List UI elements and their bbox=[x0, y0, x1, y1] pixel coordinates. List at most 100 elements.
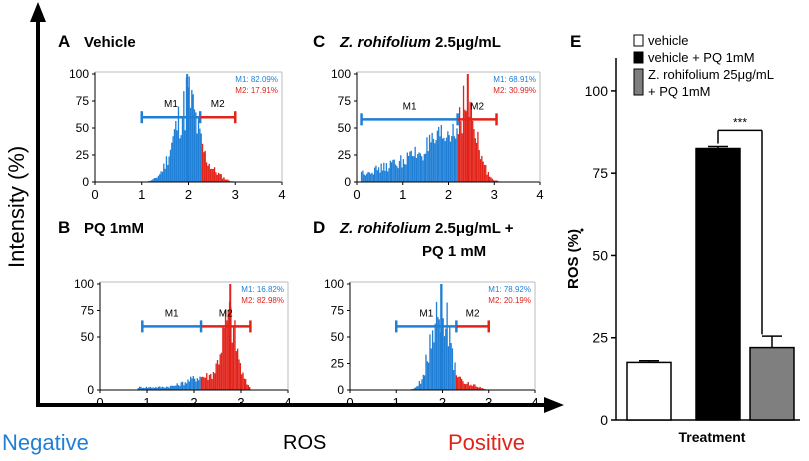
histogram-bin-d bbox=[445, 328, 447, 390]
panel-a-title: Vehicle bbox=[84, 34, 136, 51]
histogram-bin-c bbox=[447, 131, 449, 182]
histogram-bin-c bbox=[428, 134, 431, 182]
stat-m2-c: M2: 30.99% bbox=[493, 86, 536, 95]
histogram-bin-c bbox=[482, 161, 484, 182]
histogram-bin-c bbox=[366, 173, 368, 182]
histogram-y-tick-label-c: 25 bbox=[338, 148, 352, 162]
histogram-bin-d bbox=[435, 301, 438, 390]
histogram-bin-b bbox=[214, 373, 216, 390]
histogram-bin-c bbox=[411, 155, 414, 182]
histogram-bin-d bbox=[463, 383, 465, 390]
histogram-bin-c bbox=[469, 101, 471, 182]
histogram-x-tick-label-c: 3 bbox=[491, 187, 498, 202]
histogram-bin-d bbox=[458, 376, 460, 390]
histogram-bin-d bbox=[479, 386, 481, 390]
legend-label-3: Z. rohifolium 25μg/mL bbox=[648, 67, 774, 82]
histogram-bin-d bbox=[482, 388, 484, 390]
histogram-bin-b bbox=[167, 386, 169, 390]
histogram-y-tick-label-d: 100 bbox=[324, 277, 344, 291]
histogram-bin-c bbox=[407, 155, 410, 182]
histogram-bin-a bbox=[221, 178, 224, 182]
histogram-bin-d bbox=[413, 388, 415, 390]
histogram-bin-d bbox=[447, 346, 450, 390]
histogram-bin-a bbox=[227, 179, 229, 182]
histogram-x-tick-label-a: 1 bbox=[138, 187, 145, 202]
histogram-x-tick-label-b: 2 bbox=[190, 395, 197, 410]
histogram-x-tick-label-d: 4 bbox=[531, 395, 538, 410]
panel-c-label: C bbox=[313, 32, 326, 51]
histogram-bin-d bbox=[416, 386, 418, 390]
histogram-bin-b bbox=[183, 385, 185, 390]
histogram-bin-a bbox=[200, 133, 202, 182]
histogram-bin-d bbox=[480, 388, 483, 390]
histogram-bin-b bbox=[211, 379, 213, 390]
histogram-bin-b bbox=[236, 348, 239, 390]
histogram-y-tick-label-c: 50 bbox=[338, 121, 352, 135]
histogram-bin-b bbox=[163, 387, 165, 390]
histogram-bin-a bbox=[172, 136, 174, 182]
histogram-bin-b bbox=[164, 387, 166, 390]
histogram-y-tick-label-d: 0 bbox=[337, 383, 344, 397]
histogram-bin-d bbox=[468, 385, 471, 390]
x-axis-title: ROS bbox=[283, 432, 327, 454]
histogram-bin-a bbox=[177, 106, 180, 182]
histogram-x-tick-label-d: 0 bbox=[346, 395, 353, 410]
bar-y-tick-label: 0 bbox=[600, 412, 608, 428]
histogram-bin-b bbox=[215, 363, 217, 390]
histogram-bin-c bbox=[400, 155, 402, 182]
legend-swatch-2 bbox=[633, 51, 644, 64]
histogram-bin-a bbox=[193, 109, 196, 182]
histogram-bin-c bbox=[383, 162, 385, 182]
stat-m1-c: M1: 68.91% bbox=[493, 75, 536, 84]
bar-x-axis-label: Treatment bbox=[679, 429, 746, 445]
histogram-bin-b bbox=[138, 386, 141, 390]
histogram-bin-c bbox=[360, 171, 363, 182]
histogram-bin-c bbox=[379, 172, 381, 182]
histogram-bin-c bbox=[473, 129, 475, 182]
histogram-bin-b bbox=[173, 385, 176, 390]
histogram-bin-c bbox=[436, 130, 439, 182]
significance-label: *** bbox=[733, 115, 747, 129]
histogram-x-tick-label-d: 1 bbox=[393, 395, 400, 410]
histogram-bin-a bbox=[173, 129, 176, 182]
histogram-bin-c bbox=[419, 153, 422, 182]
histogram-bin-c bbox=[426, 137, 428, 182]
histogram-x-tick-label-d: 3 bbox=[485, 395, 492, 410]
histogram-bin-c bbox=[372, 174, 374, 182]
histogram-bin-d bbox=[459, 376, 461, 390]
histogram-bin-d bbox=[422, 374, 424, 390]
histogram-bin-d bbox=[470, 384, 472, 390]
histogram-bin-b bbox=[156, 387, 158, 390]
histogram-bin-c bbox=[402, 159, 405, 182]
histogram-bin-a bbox=[156, 177, 158, 182]
histogram-bin-c bbox=[413, 156, 415, 182]
histogram-bin-d bbox=[474, 384, 476, 390]
histogram-bin-c bbox=[440, 125, 442, 182]
histogram-y-tick-label-b: 50 bbox=[81, 330, 95, 344]
histogram-bin-a bbox=[149, 180, 152, 182]
histogram-x-tick-label-b: 0 bbox=[96, 395, 103, 410]
histogram-bin-a bbox=[212, 168, 214, 182]
histogram-bin-c bbox=[370, 173, 372, 182]
histogram-bin-c bbox=[474, 138, 476, 182]
histogram-bin-a bbox=[175, 121, 177, 182]
histogram-bin-d bbox=[464, 384, 467, 390]
histogram-bin-d bbox=[420, 383, 422, 390]
histogram-panel-c: 0 25 50 75 100 0 1 2 3 4 M1 M2 M1: 68.91% M2: 30.99% bbox=[331, 67, 544, 202]
histogram-bin-b bbox=[218, 364, 220, 390]
histogram-bin-a bbox=[157, 175, 160, 182]
histogram-bin-a bbox=[176, 130, 178, 182]
histogram-bin-b bbox=[234, 320, 236, 390]
histogram-panel-b: 0 50 75 100 0 1 2 3 4 M1 M2 M1: 16.82% M2: 82.98% bbox=[74, 277, 292, 410]
histogram-bin-a bbox=[207, 165, 209, 182]
histogram-bin-b bbox=[198, 380, 200, 390]
y-axis-arrowhead bbox=[30, 2, 46, 22]
histogram-bin-b bbox=[187, 379, 189, 390]
histogram-bin-b bbox=[155, 387, 157, 390]
histogram-bin-c bbox=[464, 109, 466, 182]
histogram-bin-b bbox=[188, 381, 190, 390]
panel-c-title-dose: 2.5μg/mL bbox=[430, 34, 501, 51]
bar-y-tick-label: 50 bbox=[592, 247, 608, 263]
histogram-bin-d bbox=[433, 342, 435, 390]
bar-y-tick-label: 100 bbox=[585, 83, 609, 99]
